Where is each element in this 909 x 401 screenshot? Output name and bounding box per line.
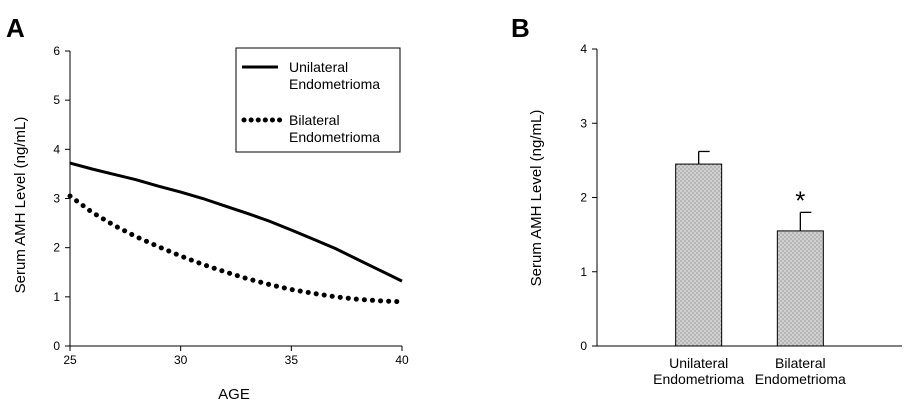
y-tick-label: 4	[580, 42, 587, 56]
panel-a-letter: A	[6, 13, 25, 43]
panel-a-x-axis-title: AGE	[218, 386, 250, 401]
category-label-line: Endometrioma	[755, 371, 846, 387]
y-tick-label: 6	[53, 44, 60, 58]
legend-unilateral-label: Unilateral Endometrioma	[289, 59, 380, 92]
category-label-line: Endometrioma	[653, 371, 744, 387]
panel-b-ticks: 0 1 2 3 4	[580, 42, 597, 353]
y-tick-label: 0	[580, 339, 587, 353]
panel-a-y-axis-title: Serum AMH Level (ng/mL)	[12, 117, 29, 294]
significance-asterisk: *	[795, 185, 805, 215]
x-tick-label: 25	[63, 353, 77, 367]
legend-box	[235, 47, 401, 153]
panel-a-ticks: 0 1 2 3 4 5 6 25 30 35 40	[53, 44, 409, 367]
y-tick-label: 1	[53, 290, 60, 304]
category-label-line: Unilateral	[669, 355, 728, 371]
panel-a-series	[67, 161, 405, 305]
panel-a-line-chart: A 0 1 2 3 4 5 6 25 30 35 40 AGE Serum AMH Level (n…	[6, 13, 409, 401]
panel-b-y-axis-title: Serum AMH Level (ng/mL)	[528, 110, 545, 287]
series-unilateral-line	[69, 161, 403, 283]
y-tick-label: 2	[53, 241, 60, 255]
y-tick-label: 1	[580, 265, 587, 279]
bar-1	[675, 163, 723, 347]
y-tick-label: 5	[53, 93, 60, 107]
legend-bilateral-label: Bilateral Endometrioma	[289, 112, 380, 145]
x-tick-label: 30	[174, 353, 188, 367]
bar-2	[776, 230, 824, 347]
category-label: Unilateral Endometrioma	[653, 355, 744, 387]
category-label: Bilateral Endometrioma	[755, 355, 846, 387]
category-label-line: Bilateral	[775, 355, 826, 371]
x-tick-label: 35	[285, 353, 299, 367]
y-tick-label: 4	[53, 142, 60, 156]
series-bilateral-line	[67, 193, 405, 305]
x-tick-label: 40	[395, 353, 409, 367]
y-tick-label: 3	[580, 116, 587, 130]
panel-b-letter: B	[511, 13, 530, 43]
y-tick-label: 2	[580, 191, 587, 205]
y-tick-label: 0	[53, 339, 60, 353]
panel-a-legend: Unilateral Endometrioma Bilateral Endome…	[235, 47, 401, 153]
y-tick-label: 3	[53, 192, 60, 206]
